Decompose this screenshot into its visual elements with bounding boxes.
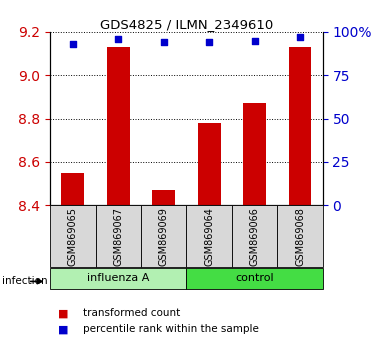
Text: ■: ■: [58, 324, 68, 334]
Text: ■: ■: [58, 308, 68, 318]
Bar: [278, 205, 323, 267]
Bar: [107, 47, 129, 205]
Title: GDS4825 / ILMN_2349610: GDS4825 / ILMN_2349610: [100, 18, 273, 31]
Point: [206, 39, 212, 45]
Point: [115, 36, 121, 42]
Bar: [50, 205, 96, 267]
Bar: [187, 205, 232, 267]
Bar: [152, 190, 175, 205]
Bar: [96, 205, 141, 267]
Bar: [187, 268, 323, 289]
Point: [70, 41, 76, 47]
Bar: [289, 47, 311, 205]
Bar: [50, 268, 187, 289]
Text: GSM869065: GSM869065: [68, 207, 78, 266]
Text: GSM869067: GSM869067: [113, 207, 123, 266]
Point: [297, 34, 303, 40]
Text: control: control: [235, 273, 274, 283]
Text: GSM869064: GSM869064: [204, 207, 214, 266]
Text: transformed count: transformed count: [83, 308, 181, 318]
Bar: [232, 205, 278, 267]
Point: [252, 38, 257, 44]
Bar: [62, 173, 84, 205]
Text: GSM869068: GSM869068: [295, 207, 305, 266]
Point: [161, 39, 167, 45]
Bar: [198, 123, 220, 205]
Text: infection: infection: [2, 276, 47, 286]
Bar: [141, 205, 187, 267]
Text: GSM869066: GSM869066: [250, 207, 260, 266]
Text: percentile rank within the sample: percentile rank within the sample: [83, 324, 259, 334]
Bar: [243, 103, 266, 205]
Text: GSM869069: GSM869069: [159, 207, 169, 266]
Text: influenza A: influenza A: [87, 273, 150, 283]
